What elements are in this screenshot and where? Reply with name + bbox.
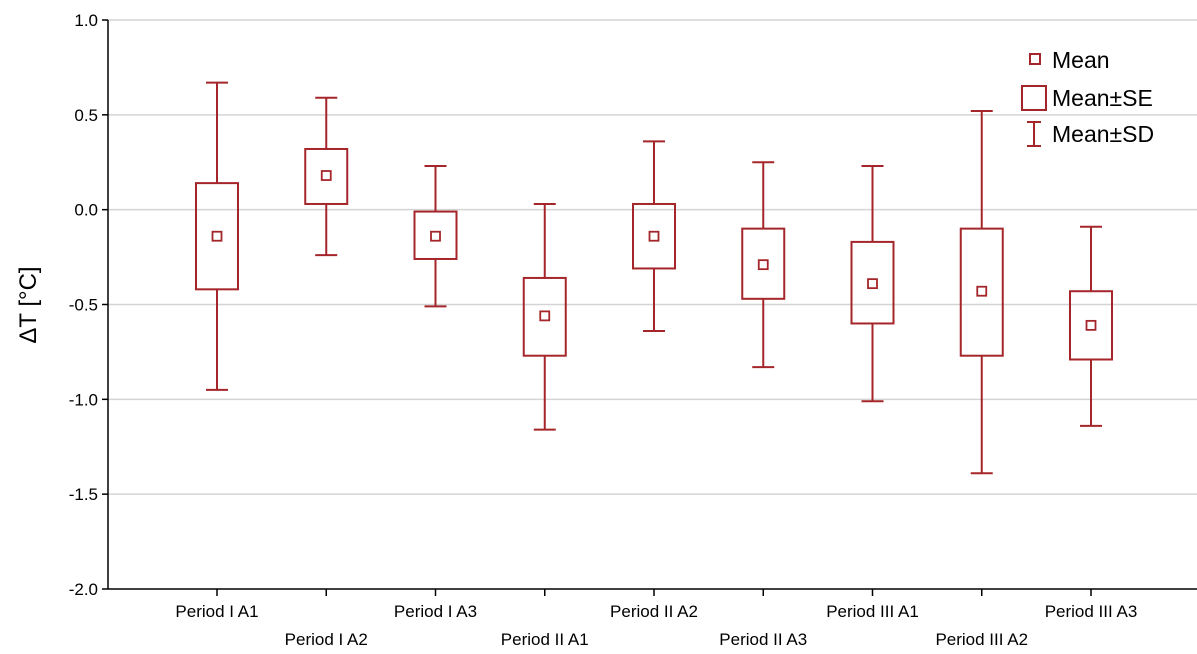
y-tick-label: -1.5 [69,485,98,504]
box-group [304,96,349,257]
se-box [632,202,676,270]
y-tick-label: 0.0 [74,201,98,220]
y-tick-label: -2.0 [69,580,98,599]
se-box [850,240,895,325]
y-tick-label: -1.0 [69,390,98,409]
x-ticks: Period I A1 Period I A2 Period I A3 Period … [175,589,1137,649]
se-box [1069,290,1113,361]
x-tick-label: Period II A2 [610,602,698,621]
se-box [195,182,239,291]
mean-marker [648,230,660,242]
box-group [522,202,567,431]
se-box [304,147,349,205]
x-tick-label: Period III A1 [826,602,919,621]
x-tick-label: Period I A1 [175,602,258,621]
x-tick-label: Period I A3 [394,602,477,621]
se-box [959,227,1004,357]
grid-lines [108,19,1197,495]
mean-marker [539,310,551,322]
legend-sd-label: Mean±SD [1052,121,1154,147]
mean-marker [320,170,332,181]
mean-marker [1085,319,1097,331]
y-tick-label: -0.5 [69,296,98,315]
box-marks [195,81,1113,475]
se-box [413,210,458,260]
box-group [1069,225,1113,427]
legend-mean-marker [1029,53,1041,65]
x-tick-label: Period II A1 [501,630,589,649]
mean-marker [757,259,769,271]
y-tick-label: 1.0 [74,11,98,30]
legend-sd-marker [1027,121,1041,147]
y-tick-label: 0.5 [74,106,98,125]
legend-se-marker [1021,85,1047,111]
x-tick-label: Period I A2 [285,630,368,649]
mean-marker [976,285,988,297]
x-tick-label: Period III A2 [935,630,1028,649]
box-group [741,161,786,369]
legend: Mean Mean±SE Mean±SD [1021,47,1154,147]
x-tick-label: Period III A3 [1045,602,1138,621]
legend-mean-label: Mean [1052,47,1110,73]
se-box [741,227,786,300]
box-group [850,165,895,403]
mean-marker [430,230,441,242]
box-group [959,110,1004,475]
box-group [195,81,239,391]
x-tick-label: Period II A3 [719,630,807,649]
y-ticks: 1.0 0.5 0.0 -0.5 -1.0 -1.5 -2.0 [69,11,108,599]
mean-marker [211,230,223,242]
y-axis-label: ΔT [°C] [15,266,42,343]
se-box [522,276,567,357]
box-group [632,140,676,333]
box-group [413,165,458,308]
mean-marker [867,278,878,290]
legend-se-label: Mean±SE [1052,85,1153,111]
